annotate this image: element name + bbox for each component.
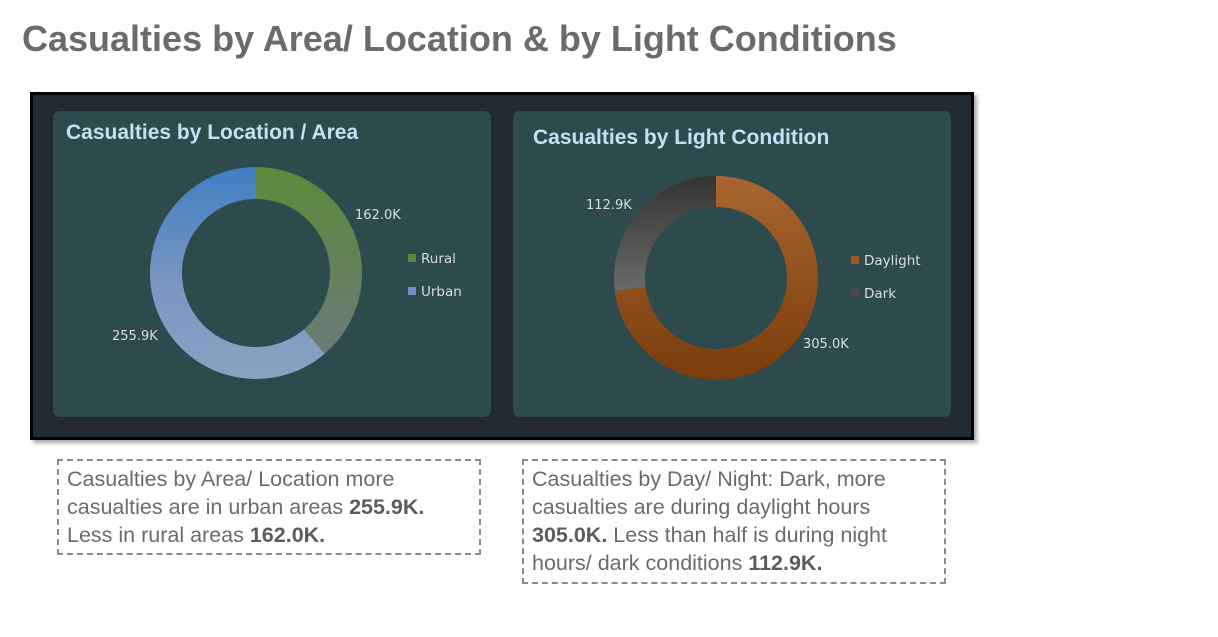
- urban-data-label: 255.9K: [112, 329, 158, 344]
- daylight-value: 305.0K.: [532, 523, 607, 547]
- legend-swatch-daylight: [851, 256, 859, 264]
- rural-slice: [256, 167, 362, 354]
- legend-label-daylight: Daylight: [864, 253, 921, 269]
- note-text: Less in rural areas: [67, 523, 250, 547]
- legend-swatch-dark: [851, 289, 859, 297]
- dark-data-label: 112.9K: [586, 198, 632, 213]
- dark-value: 112.9K.: [748, 551, 822, 575]
- location-insight-note: Casualties by Area/ Location more casual…: [57, 459, 481, 555]
- light-condition-chart-card: Casualties by Light Condition 305.0K Dayl…: [513, 111, 951, 417]
- location-area-chart-card: Casualties by Location / Area 162.0K Rura…: [53, 111, 491, 417]
- legend-label-urban: Urban: [421, 284, 462, 300]
- light-condition-donut-chart: 305.0K Daylight 112.9K Dark: [513, 111, 951, 417]
- rural-value: 162.0K.: [250, 523, 325, 547]
- daylight-data-label: 305.0K: [803, 337, 849, 352]
- urban-value: 255.9K.: [349, 495, 424, 519]
- note-text: Casualties by Area/ Location more casual…: [67, 467, 394, 519]
- page-title: Casualties by Area/ Location & by Light …: [22, 18, 897, 60]
- note-text: Casualties by Day/ Night: Dark, more cas…: [532, 467, 886, 519]
- legend-swatch-urban: [408, 287, 416, 295]
- legend-label-rural: Rural: [421, 251, 456, 267]
- dashboard-panel: Casualties by Location / Area 162.0K Rura…: [30, 92, 974, 440]
- legend-swatch-rural: [408, 254, 416, 262]
- legend-label-dark: Dark: [864, 286, 896, 302]
- light-insight-note: Casualties by Day/ Night: Dark, more cas…: [522, 459, 946, 584]
- rural-data-label: 162.0K: [355, 208, 401, 223]
- location-area-donut-chart: 162.0K Rural 255.9K Urban: [53, 111, 491, 417]
- dark-slice: [614, 176, 716, 291]
